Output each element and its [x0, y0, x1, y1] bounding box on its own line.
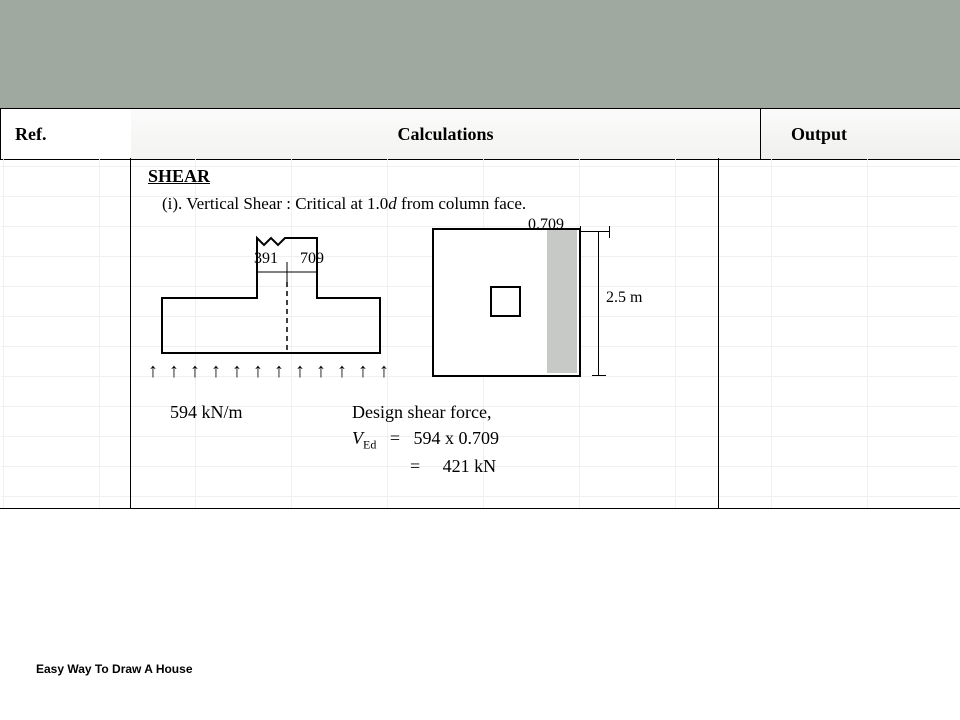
dim-side-label: 2.5 m: [606, 289, 642, 307]
subtitle-prefix: (i). Vertical Shear :: [162, 194, 291, 213]
dim-side-extent: [598, 231, 599, 376]
footing-sketch: [432, 228, 642, 388]
eq-result: 421 kN: [443, 456, 497, 476]
table-header: Ref. Calculations Output: [0, 108, 960, 158]
calculation-sheet: Ref. Calculations Output SHEAR (i). Vert…: [0, 108, 960, 508]
page-caption: Easy Way To Draw A House: [36, 662, 193, 676]
dim-709: 709: [300, 250, 324, 268]
col-divider-output: [718, 158, 719, 508]
column-outline: [490, 286, 521, 317]
subtitle-var: d: [388, 194, 397, 213]
section-title: SHEAR: [148, 166, 210, 187]
top-band: [0, 0, 960, 108]
subtitle-line: (i). Vertical Shear : Critical at 1.0d f…: [162, 194, 526, 214]
eq-rhs-1: 594 x 0.709: [414, 428, 500, 448]
header-output-label: Output: [791, 124, 847, 145]
col-divider-ref: [130, 158, 131, 508]
dim-391: 391: [254, 250, 278, 268]
subtitle-tail: from column face.: [397, 194, 526, 213]
footing-shear-strip: [547, 230, 577, 373]
header-calc-label: Calculations: [397, 124, 493, 145]
header-ref-label: Ref.: [15, 124, 46, 145]
eq-var: V: [352, 428, 363, 448]
dim-strip-width: 0.709: [528, 216, 564, 234]
eq-sub: Ed: [363, 438, 376, 452]
table-body: SHEAR (i). Vertical Shear : Critical at …: [0, 158, 960, 509]
load-arrows: ↑ ↑ ↑ ↑ ↑ ↑ ↑ ↑ ↑ ↑ ↑ ↑: [148, 360, 392, 383]
eq-sign-2: =: [410, 456, 420, 476]
subtitle-rest: Critical at 1.0: [295, 194, 388, 213]
equation-row-1: VEd = 594 x 0.709: [352, 428, 499, 453]
design-shear-label: Design shear force,: [352, 402, 491, 423]
eq-sign-1: =: [390, 428, 400, 448]
header-ref: Ref.: [0, 108, 146, 160]
header-calculations: Calculations: [131, 108, 760, 160]
header-output: Output: [760, 108, 960, 160]
load-label: 594 kN/m: [170, 402, 243, 423]
equation-row-2: = 421 kN: [410, 456, 496, 477]
